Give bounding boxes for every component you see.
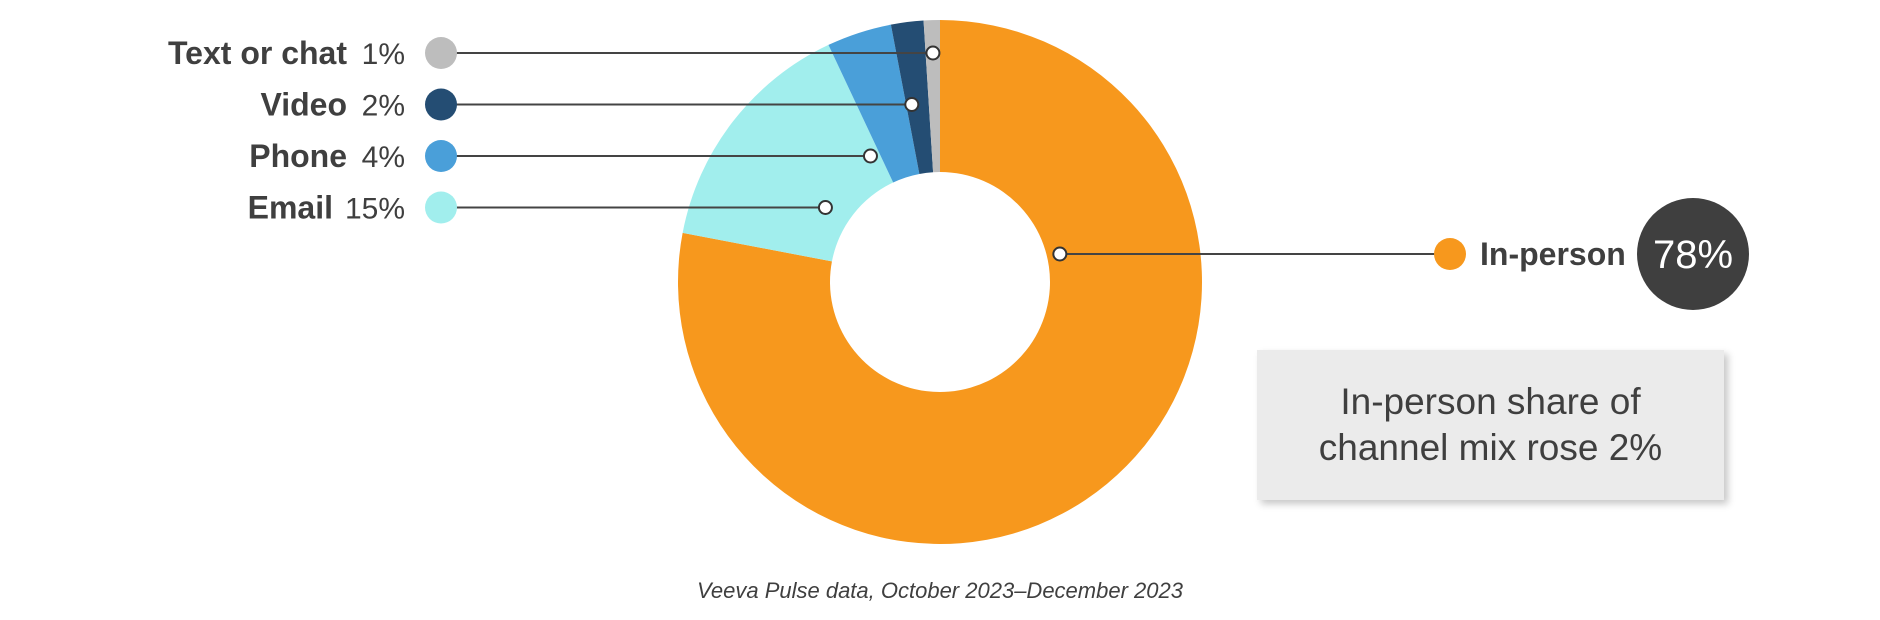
callout-text: In-person share of channel mix rose 2%: [1318, 381, 1663, 468]
label-video: Video: [260, 87, 347, 123]
value-badge-in-person: [1637, 198, 1749, 310]
value-video: 2%: [362, 90, 405, 123]
label-email: Email: [248, 190, 333, 226]
legend-marker-in-person: [1434, 238, 1466, 270]
value-in-person: 78%: [1653, 233, 1733, 277]
leader-dot-video: [904, 97, 920, 112]
label-in-person: In-person: [1480, 236, 1626, 272]
legend-marker-phone: [425, 140, 457, 172]
value-text-or-chat: 1%: [362, 38, 405, 71]
label-text-or-chat: Text or chat: [168, 35, 347, 71]
leader-dot-text-or-chat: [925, 45, 941, 61]
legend-labels: In-person 78% 15% Email 4% Phone 2% Video 1% Text…: [168, 35, 1749, 310]
legend-marker-text-or-chat: [425, 37, 457, 69]
callout-box: In-person share of channel mix rose 2%: [1257, 350, 1724, 500]
legend-marker-email: [425, 191, 457, 224]
legend-marker-video: [425, 88, 457, 121]
leader-dot-phone: [862, 148, 878, 164]
leader-dot-in-person: [1052, 246, 1068, 262]
value-phone: 4%: [362, 141, 405, 174]
value-email: 15%: [345, 193, 405, 226]
donut-slices: [678, 20, 1202, 544]
slice-in-person: [678, 20, 1202, 544]
source-note: Veeva Pulse data, October 2023–December …: [697, 578, 1183, 603]
leader-dot-email: [817, 200, 833, 215]
label-phone: Phone: [249, 138, 347, 174]
leader-lines: [441, 45, 1445, 262]
